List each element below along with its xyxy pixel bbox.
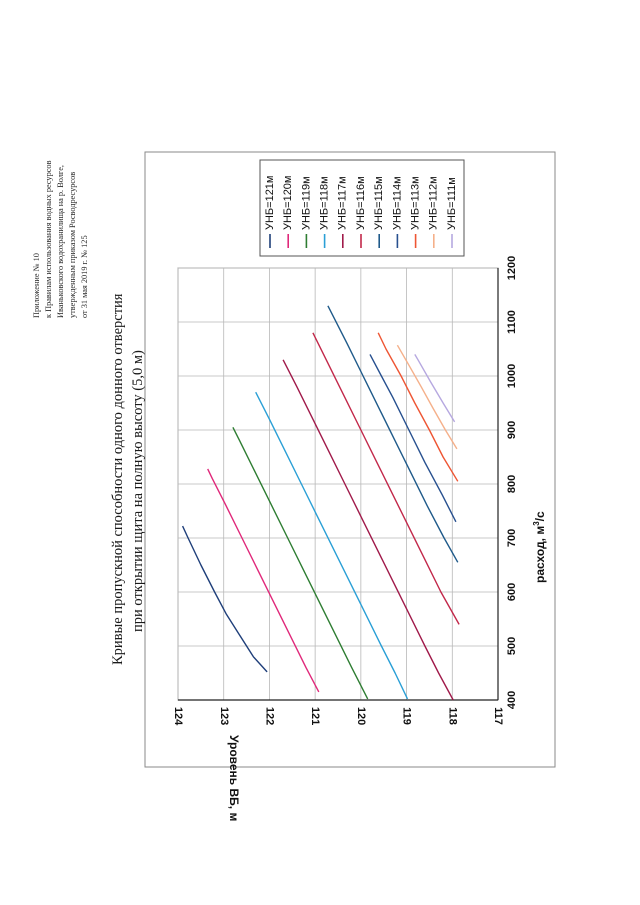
chart-title-line-2: при открытии щита на полную высоту (5,0 … [130, 350, 146, 632]
y-tick-label: 122 [264, 707, 276, 725]
x-axis-label-sup: 3 [532, 521, 541, 526]
series-line [181, 525, 268, 673]
x-tick-label: 500 [506, 637, 518, 655]
y-axis-label: Уровень ВБ, м [227, 735, 241, 822]
series-line [414, 354, 456, 423]
x-tick-label: 1100 [506, 310, 518, 334]
header-line-5: от 31 мая 2019 г. № 125 [80, 235, 89, 318]
legend-label: УНБ=120м [282, 176, 294, 231]
legend-label: УНБ=114м [391, 176, 403, 230]
chart-title-line-1: Кривые пропускной способности одного дон… [110, 293, 126, 665]
header-line-3: Иваньковского водохранилища на р. Волге, [56, 165, 65, 318]
series-line [327, 305, 459, 563]
series-line [232, 426, 369, 700]
series-line [369, 354, 457, 523]
legend: УНБ=121м УНБ=120м УНБ=119м УНБ=118м УНБ=117м… [259, 159, 465, 257]
y-tick-label: 119 [401, 707, 413, 725]
x-tick-label: 1200 [506, 256, 518, 280]
legend-label: УНБ=118м [319, 176, 331, 230]
y-tick-label: 118 [446, 707, 458, 725]
legend-label: УНБ=119м [300, 176, 312, 230]
legend-label: УНБ=112м [428, 176, 440, 230]
header-line-4: утвержденным приказом Росводресурсов [68, 171, 77, 318]
x-tick-label: 1000 [506, 364, 518, 388]
plot-area: 400 500 600 700 800 900 1000 1100 1200 117 118 119 1… [172, 256, 518, 726]
x-tick-label: 400 [506, 691, 518, 709]
y-tick-label: 117 [492, 707, 504, 725]
series-line [377, 332, 459, 482]
series-line [207, 468, 320, 693]
x-tick-label: 600 [506, 583, 518, 601]
legend-label: УНБ=116м [355, 176, 367, 230]
y-tick-label: 121 [309, 707, 321, 725]
header-line-2: к Правилам использования водных ресурсов [44, 160, 53, 318]
legend-label: УНБ=113м [410, 176, 422, 230]
series-line [396, 344, 458, 450]
x-axis-label: расход, м3/с [532, 511, 547, 583]
series-line [255, 391, 409, 700]
x-axis-label-tail: /с [533, 511, 547, 522]
y-tick-label: 120 [355, 707, 367, 725]
legend-label: УНБ=115м [373, 176, 385, 230]
series-line [282, 359, 454, 701]
legend-box [259, 159, 465, 257]
series-line [312, 332, 460, 625]
y-tick-label: 124 [172, 707, 184, 726]
x-tick-label: 800 [506, 475, 518, 493]
legend-label: УНБ=121м [264, 176, 276, 231]
x-axis-label-main: расход, м [533, 525, 547, 583]
x-tick-label: 700 [506, 529, 518, 547]
legend-label: УНБ=111м [446, 177, 458, 230]
x-tick-label: 900 [506, 421, 518, 439]
header-line-1: Приложение № 10 [32, 253, 41, 318]
y-tick-label: 123 [218, 707, 230, 725]
legend-label: УНБ=117м [337, 176, 349, 230]
